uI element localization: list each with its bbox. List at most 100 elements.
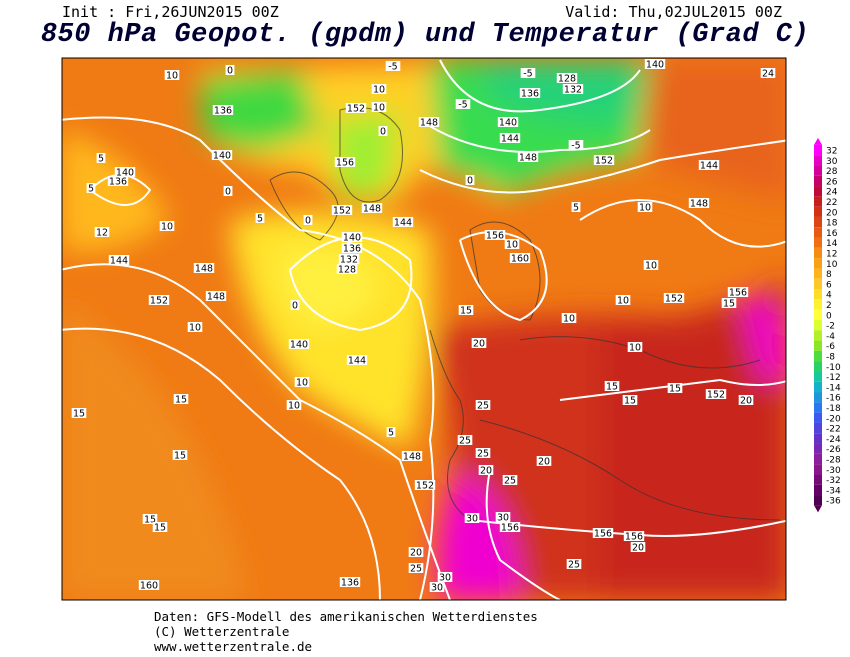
colorbar-label: -20 xyxy=(826,414,841,424)
contour-label-box xyxy=(627,342,643,352)
contour-label-box xyxy=(173,394,189,404)
contour-label: 15 xyxy=(154,523,166,534)
contour-label-box xyxy=(288,339,310,349)
colorbar-label: 32 xyxy=(826,147,837,157)
contour-label-box xyxy=(705,389,727,399)
contour-label: 152 xyxy=(707,390,725,401)
contour-label: 152 xyxy=(416,481,434,492)
colorbar-swatch xyxy=(814,464,822,475)
colorbar-swatch xyxy=(814,495,822,506)
contour-label: 10 xyxy=(617,296,629,307)
colorbar-label: 4 xyxy=(826,291,832,301)
colorbar-label: -30 xyxy=(826,466,841,476)
contour-label: 136 xyxy=(214,106,232,117)
colorbar-label: -14 xyxy=(826,383,841,393)
colorbar-swatch xyxy=(814,289,822,300)
contour-label-box xyxy=(294,377,310,387)
colorbar-swatch xyxy=(814,227,822,238)
colorbar-swatch xyxy=(814,381,822,393)
contour-label-box xyxy=(338,254,360,264)
contour-label-box xyxy=(497,117,519,127)
contour-label-box xyxy=(520,68,536,78)
colorbar-swatch xyxy=(814,340,822,351)
colorbar-swatch xyxy=(814,258,822,269)
contour-label: 144 xyxy=(700,161,718,172)
contour-label-box xyxy=(142,514,158,524)
contour-label: 140 xyxy=(499,118,517,129)
colorbar-swatch xyxy=(814,443,822,454)
colorbar-label: -18 xyxy=(826,404,841,414)
map-title: 850 hPa Geopot. (gpdm) und Temperatur (G… xyxy=(40,20,810,50)
contour-label: 10 xyxy=(373,85,385,96)
contour-label: 156 xyxy=(336,158,354,169)
contour-label: 140 xyxy=(646,60,664,71)
colorbar-label: -24 xyxy=(826,435,841,445)
contour-label: 160 xyxy=(511,254,529,265)
contour-label: -5 xyxy=(388,62,397,73)
contour-label: -5 xyxy=(523,69,532,80)
contour-label: 15 xyxy=(174,451,186,462)
colorbar-label: 20 xyxy=(826,208,838,218)
contour-label: 10 xyxy=(373,103,385,114)
contour-label: 20 xyxy=(740,396,752,407)
contour-label: 156 xyxy=(501,523,519,534)
contour-label: 148 xyxy=(519,153,537,164)
contour-label: 132 xyxy=(340,255,358,266)
contour-label-box xyxy=(464,513,480,523)
contour-label: 156 xyxy=(594,529,612,540)
contour-label-box xyxy=(107,176,129,186)
contour-label: 10 xyxy=(166,71,178,82)
contour-label-box xyxy=(566,559,582,569)
colorbar-swatch xyxy=(814,371,822,382)
contour-label: 148 xyxy=(420,118,438,129)
contour-label-box xyxy=(519,88,541,98)
colorbar-swatch xyxy=(814,350,822,362)
contour-label-box xyxy=(205,291,227,301)
contour-label-box xyxy=(414,480,436,490)
contour-label: 10 xyxy=(288,401,300,412)
contour-label: 30 xyxy=(466,514,478,525)
contour-label-box xyxy=(465,175,475,185)
colorbar-swatch xyxy=(814,392,822,403)
contour-label-box xyxy=(698,160,720,170)
contour-label: 0 xyxy=(305,216,311,227)
contour-label-box xyxy=(193,263,215,273)
colorbar-swatch xyxy=(814,484,822,496)
contour-label: 0 xyxy=(380,127,386,138)
valid-time: Valid: Thu,02JUL2015 00Z xyxy=(565,3,782,21)
contour-label: 15 xyxy=(723,299,735,310)
colorbar-label: -4 xyxy=(826,332,835,342)
colorbar-label: -16 xyxy=(826,394,841,404)
contour-label-box xyxy=(644,59,666,69)
contour-label-box xyxy=(495,512,511,522)
contour-label-box xyxy=(211,150,233,160)
contour-label-box xyxy=(623,531,645,541)
contour-label: 10 xyxy=(161,222,173,233)
contour-label: 25 xyxy=(477,449,489,460)
contour-label-box xyxy=(341,243,363,253)
contour-label: 148 xyxy=(207,292,225,303)
contour-label-box xyxy=(371,84,387,94)
contour-label: 152 xyxy=(347,104,365,115)
contour-label-box xyxy=(637,202,653,212)
contour-label-box xyxy=(727,287,749,297)
contour-label: 15 xyxy=(73,409,85,420)
contour-label-box xyxy=(499,522,521,532)
contour-label: 25 xyxy=(477,401,489,412)
contour-label-box xyxy=(71,408,87,418)
contour-label-box xyxy=(738,395,754,405)
contour-label: 0 xyxy=(225,187,231,198)
contour-label-box xyxy=(643,260,659,270)
colorbar-swatch xyxy=(814,433,822,444)
colorbar-label: 18 xyxy=(826,219,838,229)
colorbar-label: 26 xyxy=(826,177,838,187)
contour-label: 148 xyxy=(403,452,421,463)
colorbar-label: -2 xyxy=(826,322,835,332)
contour-label-box xyxy=(615,295,631,305)
contour-label-box xyxy=(471,338,487,348)
contour-label: 140 xyxy=(213,151,231,162)
contour-label: 15 xyxy=(606,382,618,393)
contour-label: 25 xyxy=(410,564,422,575)
contour-label: 12 xyxy=(96,228,108,239)
contour-label-box xyxy=(225,65,235,75)
